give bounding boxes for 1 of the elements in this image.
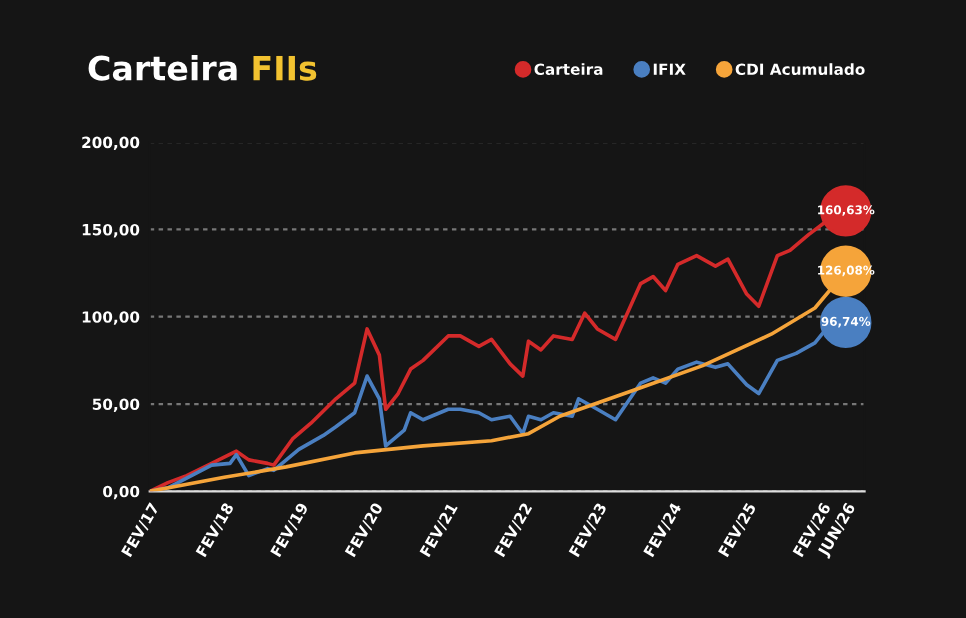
chart-title: Carteira FIIs xyxy=(88,54,317,81)
